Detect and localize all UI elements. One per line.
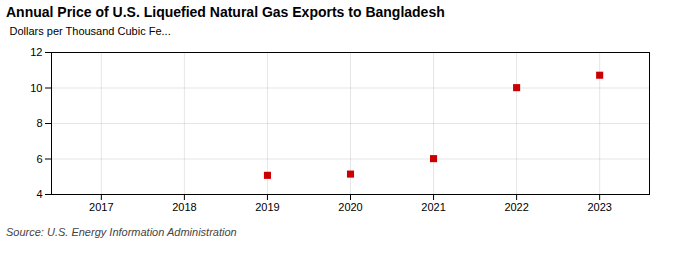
svg-text:Dollars per Thousand Cubic Fe.: Dollars per Thousand Cubic Fe... [10, 25, 171, 37]
svg-text:2023: 2023 [587, 201, 611, 213]
svg-text:2019: 2019 [255, 201, 279, 213]
svg-text:6: 6 [36, 153, 42, 165]
svg-text:2017: 2017 [89, 201, 113, 213]
html-text:Annual Price of U.S. Liquefied: Annual Price of U.S. Liquefied Natural G… [6, 4, 445, 20]
svg-text:2021: 2021 [421, 201, 445, 213]
svg-text:2022: 2022 [504, 201, 528, 213]
svg-text:2020: 2020 [338, 201, 362, 213]
html-text:Source: U.S. Energy Informatio: Source: U.S. Energy Information Administ… [6, 226, 237, 238]
svg-text:4: 4 [36, 188, 42, 200]
svg-text:2018: 2018 [172, 201, 196, 213]
svg-text:12: 12 [30, 46, 42, 58]
svg-text:8: 8 [36, 117, 42, 129]
svg-text:10: 10 [30, 82, 42, 94]
